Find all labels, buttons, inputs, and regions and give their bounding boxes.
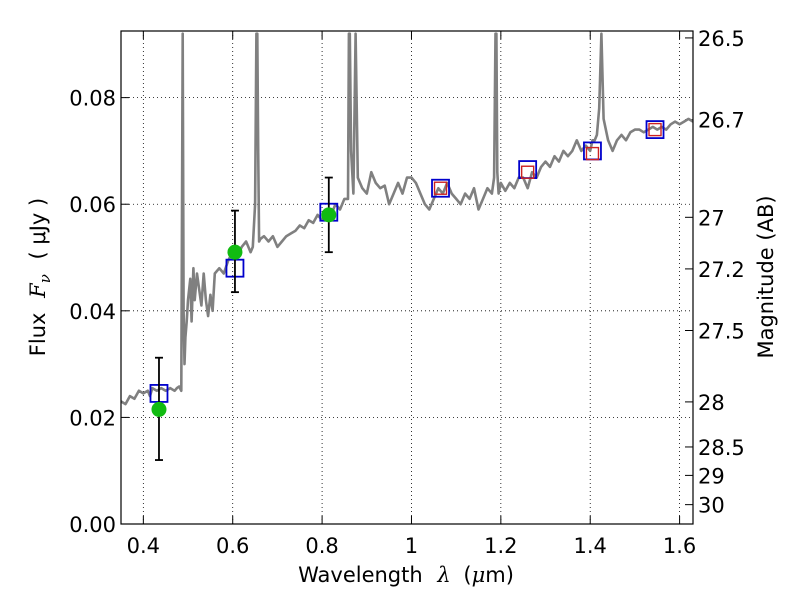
y2-tick-label: 26.5 bbox=[698, 27, 745, 51]
y-tick-label: 0.06 bbox=[69, 193, 116, 217]
y-axis-title-symbol: F bbox=[26, 282, 50, 299]
y2-tick-label: 27.2 bbox=[698, 258, 745, 282]
x-axis-title-unit-open: ( bbox=[463, 563, 471, 587]
y2-tick-label: 28.5 bbox=[698, 436, 745, 460]
x-axis-title-unit-rest: m) bbox=[485, 563, 514, 587]
observed-point bbox=[151, 401, 167, 417]
data-series bbox=[121, 32, 693, 461]
x-axis-title-symbol: λ bbox=[436, 563, 450, 587]
y-tick-label: 0.04 bbox=[69, 300, 116, 324]
y2-axis-title: Magnitude (AB) bbox=[754, 195, 778, 358]
y2-tick-label: 27 bbox=[698, 206, 725, 230]
observed-point bbox=[321, 207, 337, 223]
tick-labels: 0.4 0.6 0.8 1 1.2 1.4 1.6 0.00 0.02 0.04 0.06 0.08 2… bbox=[69, 27, 745, 558]
x-axis-title: Wavelength λ (μm) bbox=[298, 563, 514, 587]
nir-point bbox=[585, 146, 600, 161]
x-tick-label: 1.4 bbox=[574, 534, 607, 558]
y-axis-title: Flux Fν ( μJy ) bbox=[26, 198, 55, 356]
x-tick-label: 0.8 bbox=[305, 534, 338, 558]
y-axis-title-unit: ( μJy ) bbox=[26, 198, 50, 260]
model-point bbox=[431, 178, 450, 198]
plot-frame bbox=[120, 30, 694, 525]
axis-ticks bbox=[121, 31, 693, 525]
x-tick-label: 1.6 bbox=[663, 534, 696, 558]
y2-tick-label: 26.7 bbox=[698, 109, 745, 133]
nir-point bbox=[520, 165, 535, 179]
x-tick-label: 1 bbox=[405, 534, 418, 558]
x-tick-label: 0.6 bbox=[216, 534, 249, 558]
y2-tick-label: 28 bbox=[698, 391, 725, 415]
observed-point bbox=[227, 244, 243, 260]
plot-area bbox=[121, 31, 693, 524]
x-axis-title-unit-mu: μ bbox=[472, 563, 486, 587]
y-tick-label: 0.02 bbox=[69, 406, 116, 430]
y-tick-label: 0.08 bbox=[69, 87, 116, 111]
x-tick-label: 0.4 bbox=[127, 534, 160, 558]
y2-tick-label: 30 bbox=[698, 494, 725, 518]
y-axis-title-subscript: ν bbox=[36, 274, 54, 283]
nir-point bbox=[648, 122, 662, 137]
y2-tick-label: 29 bbox=[698, 464, 725, 488]
y-tick-label: 0.00 bbox=[69, 513, 116, 537]
model-point bbox=[645, 120, 665, 139]
nir-point bbox=[433, 181, 448, 195]
y2-tick-label: 27.5 bbox=[698, 319, 745, 343]
y-axis-title-text: Flux bbox=[26, 313, 50, 357]
x-axis-title-text: Wavelength bbox=[298, 563, 423, 587]
x-tick-label: 1.2 bbox=[484, 534, 517, 558]
